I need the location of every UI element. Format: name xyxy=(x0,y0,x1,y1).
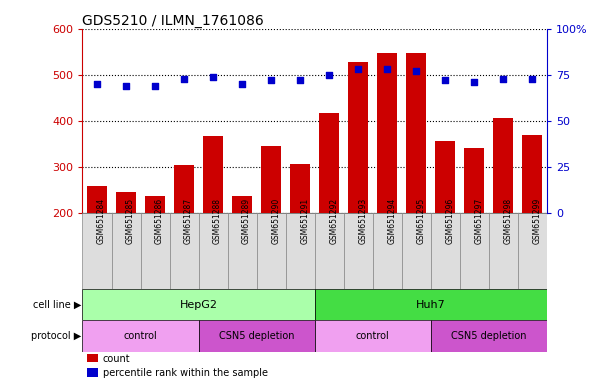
Text: percentile rank within the sample: percentile rank within the sample xyxy=(103,368,268,378)
Bar xyxy=(464,148,485,213)
Bar xyxy=(170,213,199,289)
Point xyxy=(353,66,363,73)
Text: GSM651284: GSM651284 xyxy=(97,198,106,244)
Bar xyxy=(82,320,199,352)
Text: GSM651299: GSM651299 xyxy=(532,198,541,244)
Text: control: control xyxy=(356,331,390,341)
Text: GSM651288: GSM651288 xyxy=(213,198,222,244)
Text: GSM651285: GSM651285 xyxy=(126,198,135,244)
Text: GSM651295: GSM651295 xyxy=(416,198,425,244)
Bar xyxy=(522,135,543,213)
Bar xyxy=(174,165,194,213)
Bar xyxy=(493,118,513,213)
Point xyxy=(499,76,508,82)
Bar xyxy=(87,354,98,362)
Text: GDS5210 / ILMN_1761086: GDS5210 / ILMN_1761086 xyxy=(82,14,264,28)
Text: HepG2: HepG2 xyxy=(180,300,218,310)
Bar xyxy=(82,289,315,320)
Bar xyxy=(315,289,547,320)
Text: count: count xyxy=(103,354,131,364)
Bar xyxy=(87,185,107,213)
Bar xyxy=(82,213,111,289)
Text: Huh7: Huh7 xyxy=(416,300,445,310)
Bar xyxy=(377,53,397,213)
Text: GSM651298: GSM651298 xyxy=(503,198,512,244)
Bar xyxy=(232,196,252,213)
Bar xyxy=(489,213,518,289)
Point xyxy=(179,76,189,82)
Bar xyxy=(290,164,310,213)
Bar xyxy=(373,213,402,289)
Bar xyxy=(199,320,315,352)
Bar xyxy=(431,320,547,352)
Bar xyxy=(319,113,339,213)
Bar xyxy=(435,141,455,213)
Text: GSM651290: GSM651290 xyxy=(271,198,280,244)
Text: GSM651289: GSM651289 xyxy=(242,198,251,244)
Text: GSM651292: GSM651292 xyxy=(329,198,338,244)
Point xyxy=(324,72,334,78)
Point xyxy=(411,68,421,74)
Bar xyxy=(406,53,426,213)
Text: protocol ▶: protocol ▶ xyxy=(31,331,81,341)
Bar xyxy=(116,192,136,213)
Bar xyxy=(261,146,281,213)
Bar xyxy=(315,213,343,289)
Bar xyxy=(87,368,98,376)
Bar xyxy=(343,213,373,289)
Text: CSN5 depletion: CSN5 depletion xyxy=(451,331,527,341)
Point xyxy=(441,78,450,84)
Text: GSM651293: GSM651293 xyxy=(358,198,367,244)
Point xyxy=(121,83,131,89)
Bar xyxy=(141,213,170,289)
Text: GSM651297: GSM651297 xyxy=(474,198,483,244)
Bar xyxy=(518,213,547,289)
Point xyxy=(266,78,276,84)
Text: GSM651286: GSM651286 xyxy=(155,198,164,244)
Point xyxy=(150,83,160,89)
Bar xyxy=(460,213,489,289)
Point xyxy=(527,76,537,82)
Text: cell line ▶: cell line ▶ xyxy=(32,300,81,310)
Text: control: control xyxy=(123,331,158,341)
Point xyxy=(469,79,479,85)
Point xyxy=(295,78,305,84)
Text: GSM651296: GSM651296 xyxy=(445,198,454,244)
Text: GSM651294: GSM651294 xyxy=(387,198,396,244)
Bar xyxy=(145,196,165,213)
Point xyxy=(92,81,102,87)
Point xyxy=(382,66,392,73)
Bar xyxy=(199,213,227,289)
Point xyxy=(237,81,247,87)
Bar xyxy=(203,136,223,213)
Bar xyxy=(257,213,285,289)
Point xyxy=(208,74,218,80)
Bar xyxy=(286,213,315,289)
Bar xyxy=(227,213,257,289)
Bar xyxy=(112,213,141,289)
Bar xyxy=(315,320,431,352)
Bar xyxy=(348,62,368,213)
Text: GSM651287: GSM651287 xyxy=(184,198,193,244)
Text: GSM651291: GSM651291 xyxy=(300,198,309,244)
Bar xyxy=(431,213,459,289)
Bar xyxy=(402,213,431,289)
Text: CSN5 depletion: CSN5 depletion xyxy=(219,331,295,341)
